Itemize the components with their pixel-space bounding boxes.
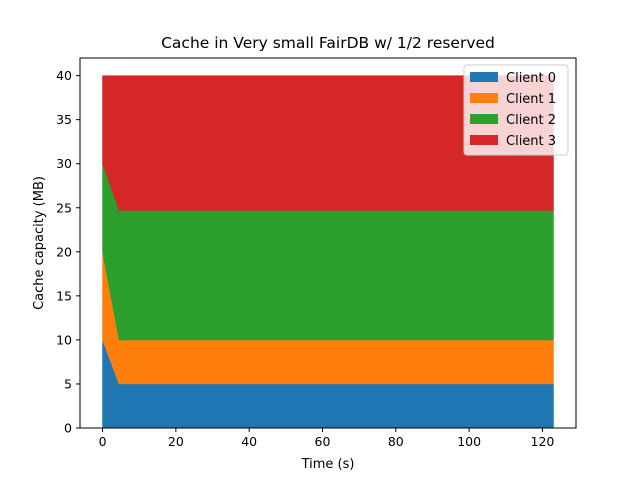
x-tick-label: 60 <box>315 434 331 449</box>
plot-frame <box>79 57 577 429</box>
plot-areas <box>102 75 554 429</box>
y-tick-label: 15 <box>56 288 72 303</box>
legend-swatch <box>470 135 498 145</box>
x-tick-label: 100 <box>457 434 481 449</box>
y-axis-label: Cache capacity (MB) <box>32 176 47 310</box>
x-tick-label: 80 <box>388 434 404 449</box>
y-tick-label: 0 <box>64 421 72 436</box>
legend-label: Client 0 <box>506 71 556 86</box>
legend-swatch <box>470 72 498 82</box>
legend-swatch <box>470 114 498 124</box>
x-tick-label: 120 <box>531 434 555 449</box>
legend-swatch <box>470 93 498 103</box>
x-tick-label: 20 <box>168 434 184 449</box>
y-tick-label: 25 <box>56 200 72 215</box>
legend-label: Client 3 <box>506 134 556 149</box>
y-tick-label: 10 <box>56 332 72 347</box>
x-axis: 0 20 40 60 80 100 120 <box>99 428 555 449</box>
y-tick-label: 5 <box>64 376 72 391</box>
y-tick-label: 30 <box>56 156 72 171</box>
chart-title: Cache in Very small FairDB w/ 1/2 reserv… <box>161 34 495 52</box>
legend: Client 0 Client 1 Client 2 Client 3 <box>463 64 569 156</box>
y-tick-label: 40 <box>56 68 72 83</box>
y-axis: 0 5 10 15 20 25 30 35 40 <box>56 68 80 436</box>
y-tick-label: 35 <box>56 112 72 127</box>
x-axis-label: Time (s) <box>301 457 355 472</box>
area-client-3 <box>102 75 554 211</box>
legend-label: Client 1 <box>506 92 556 107</box>
legend-box <box>463 64 569 156</box>
legend-label: Client 2 <box>506 113 556 128</box>
x-tick-label: 0 <box>99 434 107 449</box>
y-tick-label: 20 <box>56 244 72 259</box>
x-tick-label: 40 <box>241 434 257 449</box>
